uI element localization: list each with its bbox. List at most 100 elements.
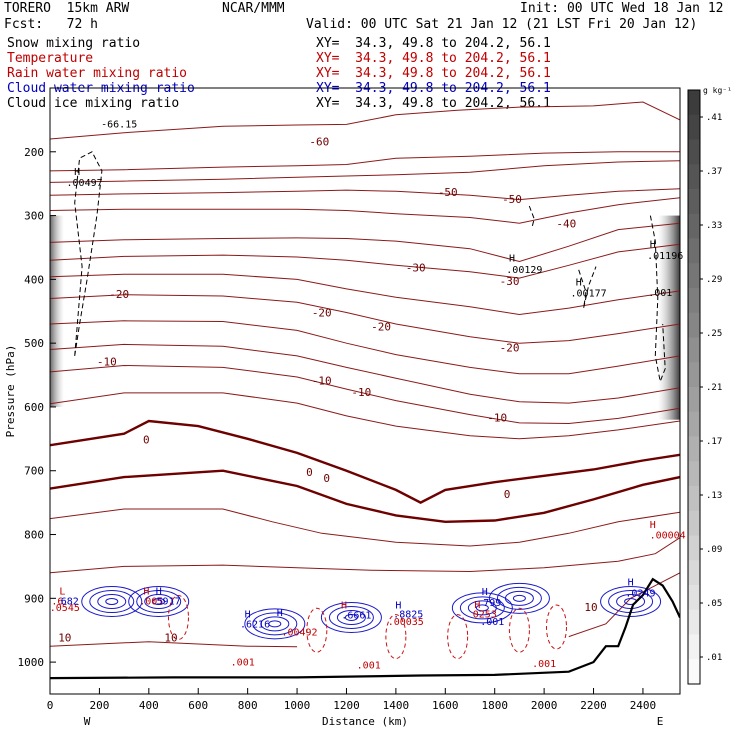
colorbar-segment-7	[688, 263, 700, 289]
x-axis-label: Distance (km)	[322, 715, 408, 728]
temperature-labels: -60 -50 -50 -40 -30 -30 -20 -20 -20 -20 -10 -10 -10 -…	[58, 135, 597, 644]
cloud-water-contour-5-0	[512, 594, 526, 602]
model-title: TORERO 15km ARW	[4, 1, 130, 16]
annotation-15: .005	[139, 597, 163, 608]
x-tick-label-8: 1600	[432, 699, 459, 712]
field-rain-label: Rain water mixing ratio	[7, 66, 188, 81]
annotation-25: .6661	[341, 611, 371, 622]
annotation-2: .00497	[67, 178, 103, 189]
field-cloudice-xy: XY= 34.3, 49.8 to 204.2, 56.1	[316, 96, 551, 111]
temperature-label-4: -30	[406, 262, 426, 275]
annotation-37: .001	[357, 660, 381, 671]
annotation-38: .001	[532, 659, 556, 670]
field-temperature-xy: XY= 34.3, 49.8 to 204.2, 56.1	[316, 51, 551, 66]
colorbar-label-7: .13	[706, 491, 722, 501]
annotation-27: .8825	[393, 609, 423, 620]
y-tick-label-4: 600	[24, 401, 44, 414]
annotation-30: 799	[483, 598, 501, 609]
east-endpoint: E	[657, 715, 664, 728]
annotation-28: .00035	[388, 617, 424, 628]
temperature-label-14: 0	[143, 433, 150, 446]
cloud-water-contour-4-0	[475, 604, 489, 612]
annotation-33: .001	[480, 617, 504, 628]
cloud-water-contour-3-0	[344, 613, 358, 621]
annotation-9: .001	[648, 288, 672, 299]
temperature-contour-9	[50, 320, 680, 375]
temperature-contour-3	[50, 188, 680, 201]
field-temperature-label: Temperature	[7, 51, 94, 66]
shade-west	[50, 215, 64, 407]
annotation-21: .6216	[240, 620, 270, 631]
colorbar-segment-10	[688, 337, 700, 363]
temperature-contour-7	[50, 273, 680, 316]
annotation-11: .00004	[650, 530, 686, 541]
temperature-label-13: -10	[487, 412, 507, 425]
colorbar-label-4: .25	[706, 329, 722, 339]
y-axis-label: Pressure (hPa)	[4, 345, 17, 438]
temperature-contour-10	[50, 343, 680, 404]
forecast-hour: Fcst: 72 h	[4, 17, 98, 32]
temperature-label-1: -50	[438, 186, 458, 199]
cloud-water-contour-2-0	[268, 620, 282, 628]
temperature-contour-6	[50, 243, 680, 279]
x-tick-label-10: 2000	[531, 699, 558, 712]
temperature-contour-2	[50, 160, 680, 183]
center-title: NCAR/MMM	[222, 1, 285, 16]
colorbar-label-8: .09	[706, 545, 722, 555]
annotation-26: H	[395, 601, 401, 612]
x-tick-label-9: 1800	[481, 699, 508, 712]
field-cloudice-label: Cloud ice mixing ratio	[7, 96, 180, 111]
y-tick-label-2: 400	[24, 273, 44, 286]
cloud-water-contour-0-2	[89, 590, 135, 614]
annotation-24: H	[341, 601, 347, 612]
temperature-label-7: -20	[312, 306, 332, 319]
colorbar-segment-3	[688, 164, 700, 190]
y-tick-label-3: 500	[24, 337, 44, 350]
temperature-label-2: -50	[502, 193, 522, 206]
temperature-label-16: 0	[323, 472, 330, 485]
temperature-label-6: -20	[109, 288, 129, 301]
field-snow-xy: XY= 34.3, 49.8 to 204.2, 56.1	[316, 36, 551, 51]
cloud-water-contour-0-1	[97, 594, 127, 610]
rain-water-contour-1	[306, 607, 328, 653]
annotation-17: 682	[61, 597, 79, 608]
temperature-contour-0	[50, 101, 680, 140]
cloud-water-contour-1-3	[128, 586, 190, 618]
temperature-contour-14	[50, 469, 680, 524]
annotation-19: 5917	[157, 597, 181, 608]
temperature-contour-1	[50, 151, 680, 172]
x-tick-label-6: 1200	[333, 699, 360, 712]
cloud-water-contour-3-1	[336, 609, 366, 625]
temperature-label-15: 0	[306, 466, 313, 479]
rain-water-contour-2	[385, 614, 407, 660]
x-tick-label-3: 600	[188, 699, 208, 712]
annotation-36: .001	[231, 657, 255, 668]
terrain-profile	[50, 577, 680, 680]
colorbar-label-0: .41	[706, 113, 722, 123]
cloud-water-contour-3-3	[320, 601, 382, 633]
y-tick-label-5: 700	[24, 465, 44, 478]
shade-east	[657, 215, 680, 420]
annotation-13: .6	[51, 597, 63, 608]
colorbar-label-5: .21	[706, 383, 722, 393]
cloud-ice-contour-3	[649, 215, 666, 384]
y-tick-label-6: 800	[24, 529, 44, 542]
colorbar-segment-19	[688, 560, 700, 586]
temperature-label-9: -20	[500, 341, 520, 354]
west-endpoint: W	[84, 715, 91, 728]
annotation-8: .01196	[647, 251, 683, 262]
temperature-contour-12	[50, 392, 680, 440]
colorbar-segment-21	[688, 609, 700, 635]
temperature-contour-5	[50, 222, 680, 263]
rain-water-contour-4	[508, 607, 530, 653]
cloud-water-contours	[81, 582, 662, 660]
cloud-water-contour-2-1	[260, 616, 290, 632]
temperature-label-20: 10	[584, 601, 597, 614]
annotation-10: H	[650, 520, 656, 531]
colorbar-segment-15	[688, 461, 700, 487]
annotation-3: H	[509, 254, 515, 265]
temperature-contour-16	[50, 537, 680, 574]
cloud-water-contour-0-3	[81, 586, 143, 618]
cloud-water-contour-2-3	[244, 608, 306, 640]
